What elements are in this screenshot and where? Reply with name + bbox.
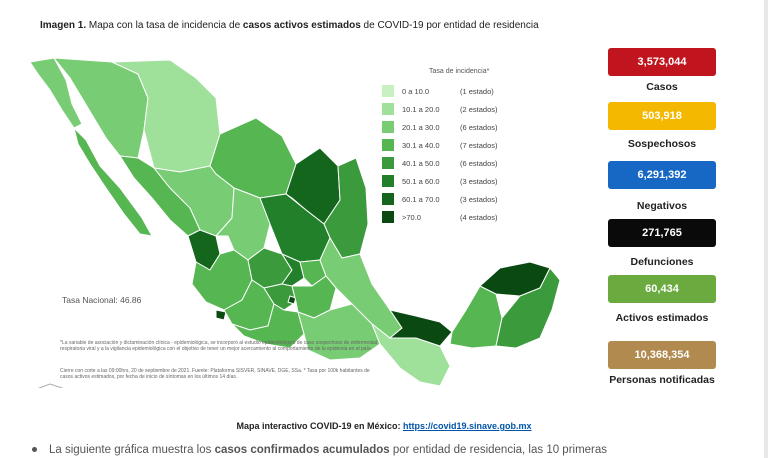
- state-baja-california-sur: [73, 126, 153, 237]
- legend-range: 30.1 a 40.0: [402, 140, 440, 150]
- bullet-pre: La siguiente gráfica muestra los: [49, 444, 215, 456]
- stat-defunciones-label: Defunciones: [630, 256, 694, 268]
- bullet-bold: casos confirmados acumulados: [214, 444, 390, 456]
- legend-count: (3 estados): [460, 176, 498, 186]
- legend-range: 60.1 a 70.0: [402, 194, 440, 204]
- caption-part2: de COVID-19 por entidad de residencia: [360, 20, 539, 31]
- legend-swatch: [382, 103, 394, 115]
- legend-range: 20.1 a 30.0: [402, 122, 440, 132]
- mexico-map: [29, 57, 561, 388]
- legend-range: 0 a 10.0: [402, 86, 430, 96]
- stat-negativos-label: Negativos: [636, 200, 688, 212]
- legend-row: 0 a 10.0 (1 estado): [382, 85, 520, 97]
- caption-prefix: Imagen 1.: [40, 20, 87, 31]
- legend-row: 50.1 a 60.0 (3 estados): [382, 175, 520, 187]
- scrollbar-track[interactable]: [764, 0, 768, 458]
- figure-caption: Imagen 1. Mapa con la tasa de incidencia…: [40, 20, 539, 31]
- scale-decoration: [37, 383, 64, 388]
- stat-sospechosos-label: Sospechosos: [627, 138, 697, 150]
- state-cdmx: [287, 295, 297, 305]
- legend-swatch: [382, 175, 394, 187]
- legend-count: (1 estado): [460, 86, 494, 96]
- legend-count: (6 estados): [460, 122, 498, 132]
- legend-count: (2 estados): [460, 104, 498, 114]
- legend-row: >70.0 (4 estados): [382, 211, 520, 223]
- stat-notificadas-value: 10,368,354: [608, 341, 716, 369]
- legend-swatch: [382, 211, 394, 223]
- legend-row: 60.1 a 70.0 (3 estados): [382, 193, 520, 205]
- interactive-map-line: Mapa interactivo COVID-19 en México: htt…: [0, 421, 768, 431]
- legend-range: 50.1 a 60.0: [402, 176, 440, 186]
- legend-row: 30.1 a 40.0 (7 estados): [382, 139, 520, 151]
- stat-casos-label: Casos: [646, 81, 678, 93]
- stat-sospechosos-value: 503,918: [608, 102, 716, 130]
- legend-count: (3 estados): [460, 194, 498, 204]
- legend-range: 10.1 a 20.0: [402, 104, 440, 114]
- caption-bold: casos activos estimados: [242, 20, 361, 31]
- state-quintana-roo: [495, 267, 561, 349]
- legend-range: >70.0: [402, 212, 421, 222]
- interactive-map-link[interactable]: https://covid19.sinave.gob.mx: [403, 421, 532, 431]
- state-tabasco: [388, 309, 453, 347]
- caption-part1: Mapa con la tasa de incidencia de: [86, 20, 243, 31]
- legend-swatch: [382, 121, 394, 133]
- legend-range: 40.1 a 50.0: [402, 158, 440, 168]
- stat-defunciones-value: 271,765: [608, 219, 716, 247]
- legend-row: 10.1 a 20.0 (2 estados): [382, 103, 520, 115]
- legend-row: 40.1 a 50.0 (6 estados): [382, 157, 520, 169]
- legend-row: 20.1 a 30.0 (6 estados): [382, 121, 520, 133]
- tasa-nacional: Tasa Nacional: 46.86: [62, 295, 142, 305]
- legend-swatch: [382, 139, 394, 151]
- stat-casos-value: 3,573,044: [608, 48, 716, 76]
- legend-count: (4 estados): [460, 212, 498, 222]
- legend-swatch: [382, 157, 394, 169]
- legend-swatch: [382, 85, 394, 97]
- legend-title: Tasa de incidencia*: [429, 68, 490, 75]
- stat-negativos-value: 6,291,392: [608, 161, 716, 189]
- legend-count: (7 estados): [460, 140, 498, 150]
- interactive-map-text: Mapa interactivo COVID-19 en México:: [236, 421, 403, 431]
- stat-notificadas-label: Personas notificadas: [609, 374, 715, 386]
- footnote-source: Cierre con corte a las 09:00hrs, 20 de s…: [60, 368, 370, 380]
- state-baja-california: [29, 57, 83, 129]
- bullet-paragraph: La siguiente gráfica muestra los casos c…: [32, 444, 607, 456]
- legend-count: (6 estados): [460, 158, 498, 168]
- bullet-post: por entidad de residencia, las 10 primer…: [389, 444, 608, 456]
- bullet-dot-icon: [32, 447, 37, 453]
- stat-activos-value: 60,434: [608, 275, 716, 303]
- state-colima: [215, 309, 227, 321]
- legend-swatch: [382, 193, 394, 205]
- state-campeche: [449, 285, 503, 349]
- stat-activos-label: Activos estimados: [615, 312, 709, 324]
- footnote-methodology: *La variable de asociación y dictaminaci…: [60, 340, 378, 352]
